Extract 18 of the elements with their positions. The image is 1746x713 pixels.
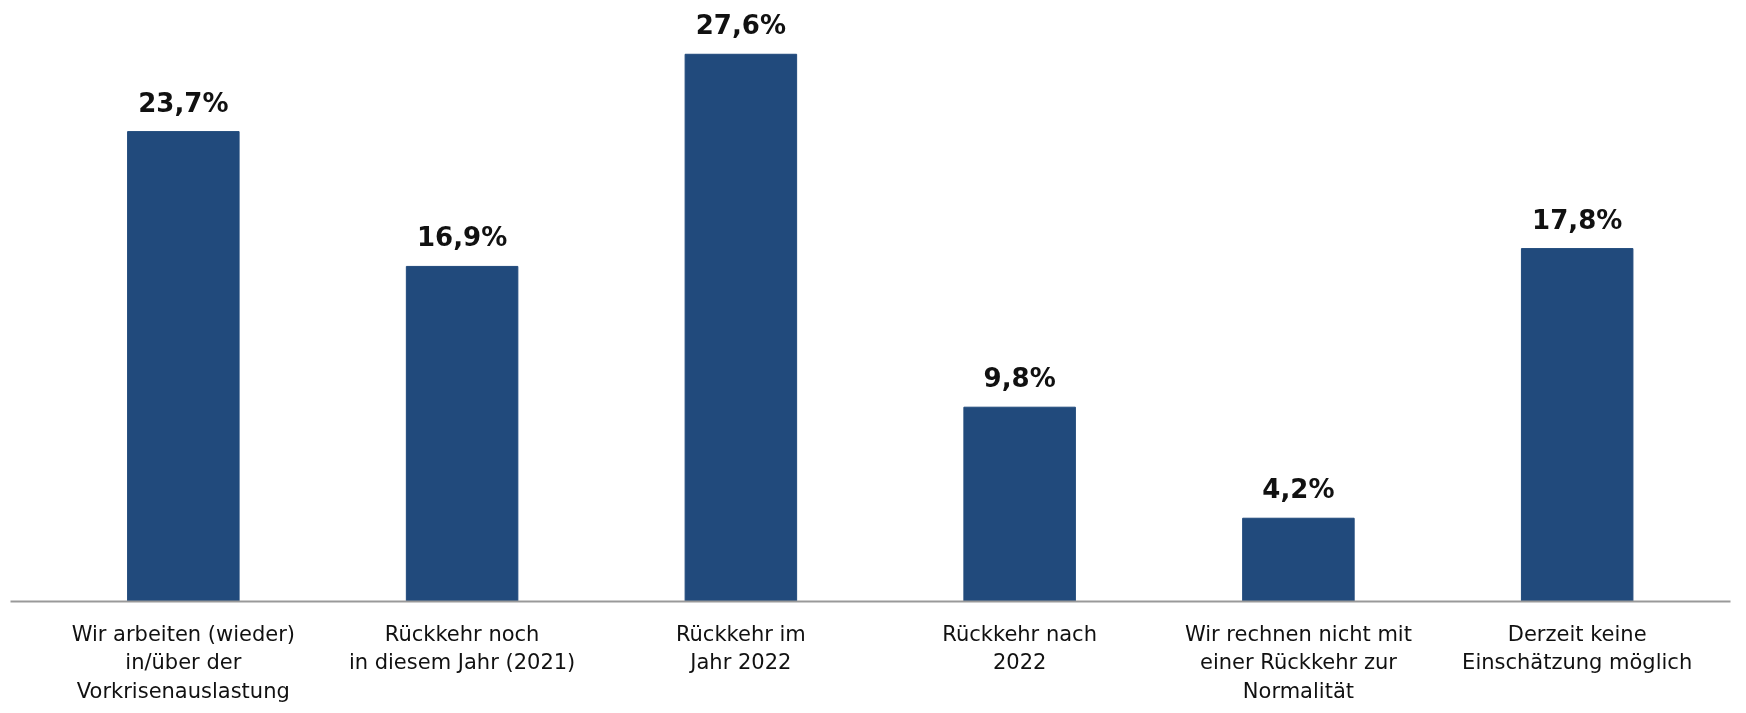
x-tick-label: Rückkehr nach 2022 [942,621,1097,675]
data-label: 17,8% [1532,204,1623,235]
x-tick-label: Rückkehr im Jahr 2022 [675,621,806,675]
x-tick-label: Rückkehr noch in diesem Jahr (2021) [348,621,576,675]
x-tick-label: Wir arbeiten (wieder) in/über der Vorkrisenauslastung [71,621,296,704]
bar [684,53,798,602]
x-tick-label: Derzeit keine Einschätzung möglich [1462,621,1693,675]
data-label: 27,6% [695,10,786,41]
data-label: 23,7% [138,87,229,118]
bar [963,406,1076,602]
data-label: 4,2% [1262,474,1335,505]
bar [127,131,240,602]
data-label: 9,8% [983,363,1056,394]
bar [405,265,519,602]
x-tick-label: Wir rechnen nicht mit einer Rückkehr zur Normalität [1184,621,1412,704]
bar [1520,248,1634,602]
bar [1242,517,1355,602]
data-label: 16,9% [417,222,508,253]
